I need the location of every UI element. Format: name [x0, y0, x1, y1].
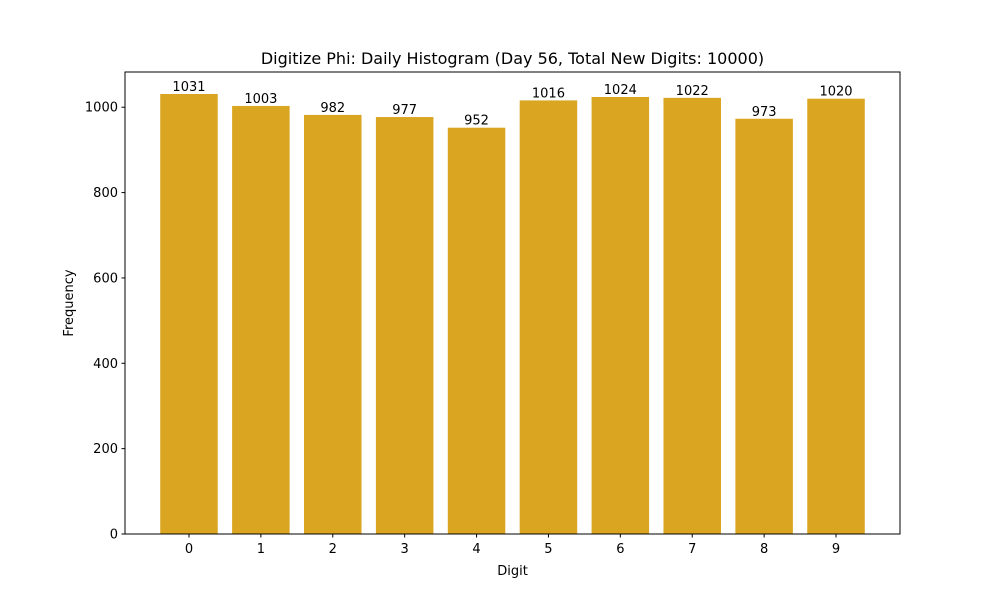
bar-digit-1: [232, 105, 290, 535]
x-axis-label: Digit: [497, 564, 528, 579]
bar-digit-2: [304, 114, 362, 534]
bar-value-label: 952: [464, 114, 489, 129]
bar-value-label: 1022: [676, 84, 709, 99]
y-tick-label: 0: [110, 528, 118, 543]
bar-digit-7: [663, 97, 721, 534]
x-tick-label: 6: [616, 542, 624, 557]
bar-value-label: 1031: [172, 80, 205, 95]
bar-value-label: 1020: [819, 85, 852, 100]
bar-digit-5: [519, 100, 578, 534]
bar-value-label: 973: [752, 105, 777, 120]
y-axis: 0 200 400 600 800 1000: [85, 101, 125, 543]
x-axis: 0 1 2 3 4 5 6 7 8 9: [185, 534, 840, 557]
bar-value-labels: 1031 1003 982 977 952 1016 1024 1022 973 1020: [172, 80, 852, 129]
x-tick-label: 1: [257, 542, 265, 557]
y-tick-label: 200: [93, 442, 118, 457]
chart-title: Digitize Phi: Daily Histogram (Day 56, T…: [261, 49, 764, 68]
y-tick-label: 800: [93, 186, 118, 201]
bar-value-label: 982: [320, 101, 345, 116]
x-tick-label: 9: [832, 542, 840, 557]
y-tick-label: 1000: [85, 101, 118, 116]
bar-digit-9: [807, 98, 865, 535]
bars-group: [160, 94, 865, 535]
x-tick-label: 5: [544, 542, 552, 557]
bar-digit-8: [735, 118, 793, 534]
bar-value-label: 1016: [532, 86, 565, 101]
x-tick-label: 7: [688, 542, 696, 557]
x-tick-label: 0: [185, 542, 193, 557]
x-tick-label: 3: [401, 542, 409, 557]
plot-area-frame: [124, 71, 901, 535]
bar-value-label: 1003: [244, 92, 277, 107]
bar-digit-3: [375, 117, 434, 534]
x-tick-label: 4: [472, 542, 480, 557]
bar-digit-0: [160, 94, 218, 534]
y-tick-label: 400: [93, 357, 118, 372]
x-tick-label: 8: [760, 542, 768, 557]
y-tick-label: 600: [93, 271, 118, 286]
y-axis-label: Frequency: [62, 269, 77, 336]
bar-value-label: 1024: [604, 83, 637, 98]
x-tick-label: 2: [329, 542, 337, 557]
bar-value-label: 977: [392, 103, 417, 118]
bar-digit-4: [447, 127, 506, 534]
bar-digit-6: [591, 96, 650, 534]
